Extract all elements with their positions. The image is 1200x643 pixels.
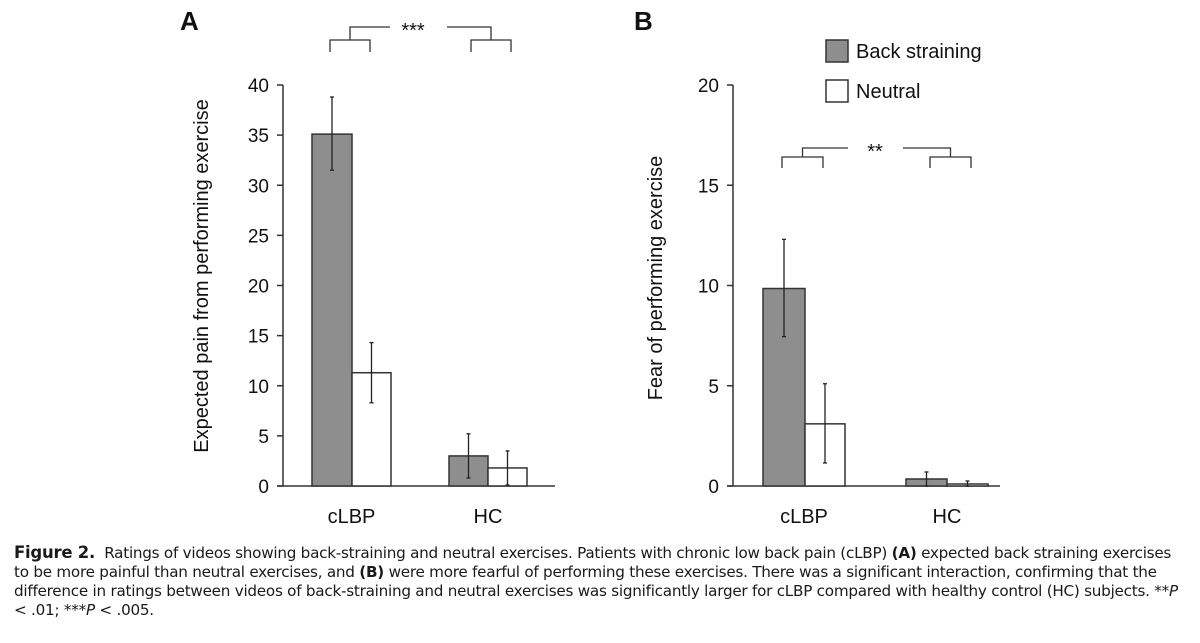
legend-swatch [825,79,849,103]
legend-swatch [825,39,849,63]
bar-clbp-neutral [351,371,392,487]
legend-label: Neutral [856,81,920,103]
y-tick-label: 15 [698,176,719,197]
caption-label: Figure 2. [14,543,96,562]
panel-letter: A [180,6,199,36]
y-tick-label: 0 [258,477,269,498]
y-tick-label: 20 [248,277,269,298]
y-tick-label: 35 [248,126,269,147]
panel-letter: B [634,6,653,36]
caption-text-3: were more fearful of performing these ex… [14,563,1157,600]
significance-bracket [329,39,371,52]
significance-label: ** [867,141,883,163]
significance-line-right [447,26,492,32]
significance-line-right [903,147,952,153]
significance-bracket [470,39,512,52]
y-tick-label: 40 [248,76,269,97]
significance-bracket [781,156,824,168]
figure: A 0 5 10 15 20 25 30 35 40 Expected pain from perf… [180,6,1000,528]
y-tick-label: 5 [258,427,269,448]
category-label: HC [474,506,503,528]
significance-line-left [349,26,390,32]
y-tick-label: 30 [248,176,269,197]
caption-text-1: Ratings of videos showing back-straining… [104,544,888,562]
y-tick-label: 25 [248,226,269,247]
y-tick-label: 0 [708,477,719,498]
category-label: HC [933,506,962,528]
significance-line-left [801,147,848,153]
caption-p2: ***P < .005. [63,601,154,619]
figure-caption: Figure 2. Ratings of videos showing back… [14,543,1189,620]
y-tick-label: 10 [698,277,719,298]
caption-panel-b: (B) [359,563,384,581]
caption-p1: **P < .01; [14,582,1178,619]
legend-label: Back straining [856,41,982,63]
category-label: cLBP [328,506,376,528]
panel-a: A 0 5 10 15 20 25 30 35 40 Expected pain from perf… [180,6,555,528]
bar-clbp-back-straining [311,133,353,487]
y-tick-label: 20 [698,76,719,97]
significance-label: *** [401,20,425,42]
y-tick-label: 5 [708,377,719,398]
panel-b: B 0 5 10 15 20 Fear of performing exercise cLBP… [634,6,1000,528]
caption-panel-a: (A) [891,544,917,562]
y-axis-title: Expected pain from performing exercise [191,99,213,453]
y-tick-label: 10 [248,377,269,398]
significance-bracket [929,156,972,168]
y-tick-label: 15 [248,327,269,348]
caption-text-2: expected back straining exercises to be … [14,544,1172,581]
category-label: cLBP [780,506,828,528]
y-axis-title: Fear of performing exercise [645,156,667,401]
